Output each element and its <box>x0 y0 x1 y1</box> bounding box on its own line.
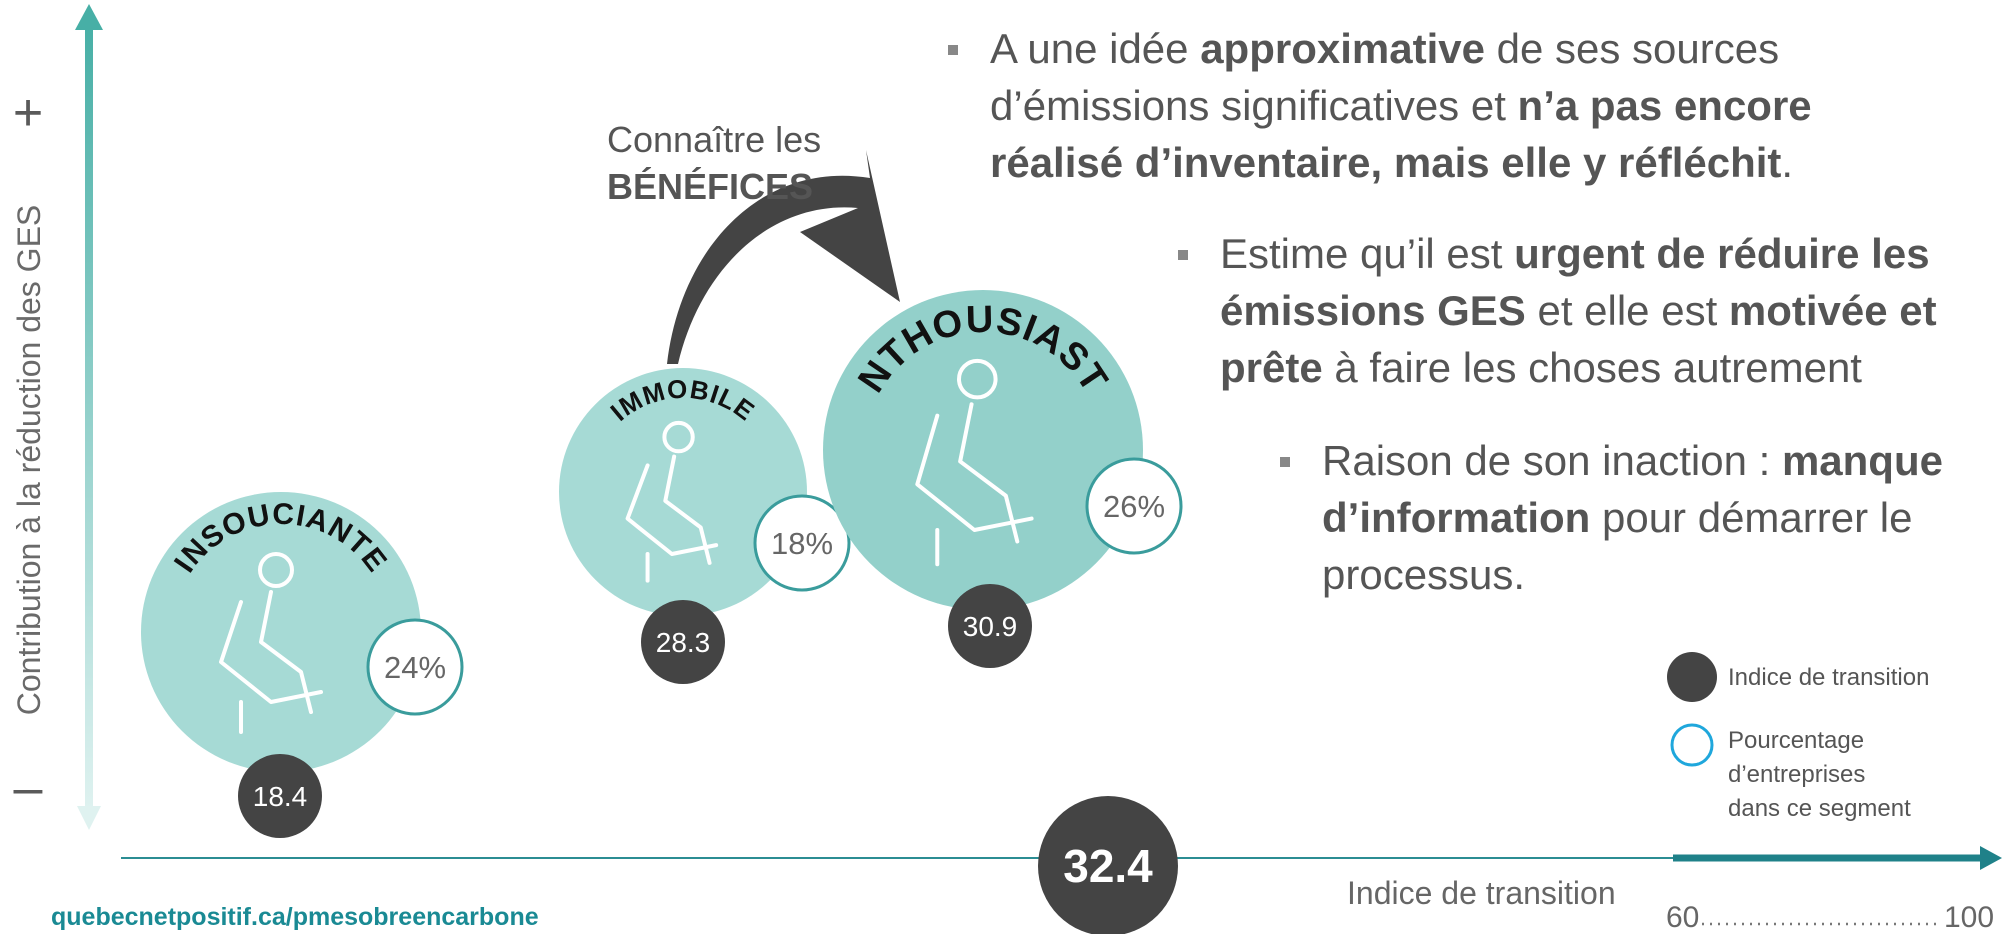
legend-percent-line: d’entreprises <box>1728 761 1865 788</box>
bullet-run: . <box>1781 139 1793 186</box>
segment-name: ENTHOUSIASTE <box>0 0 1116 400</box>
bullet-run: urgent de réduire les <box>1514 230 1929 277</box>
person-icon <box>625 454 719 583</box>
person-icon <box>915 402 1034 567</box>
bullet-run: d’information <box>1322 494 1590 541</box>
bullet-run: réalisé d’inventaire, mais elle y réfléc… <box>990 139 1781 186</box>
bullet-run: et elle est <box>1526 287 1729 334</box>
y-arrow-top <box>75 4 103 30</box>
bullet-run: à faire les choses autrement <box>1323 344 1863 391</box>
bullet-run: pour démarrer le <box>1590 494 1912 541</box>
bullet-run: Raison de son inaction : <box>1322 437 1782 484</box>
segment-name-path: ENTHOUSIASTE <box>0 0 1115 400</box>
index-label: 18.4 <box>253 781 308 812</box>
bullet-run: manque <box>1782 437 1943 484</box>
arrow-label-2: BÉNÉFICES <box>607 166 813 207</box>
x-axis-label: Indice de transition <box>1347 875 1616 911</box>
bullet-run: de ses sources <box>1485 25 1779 72</box>
bullet-marker <box>1178 250 1188 260</box>
bullet-run: A une idée <box>990 25 1200 72</box>
legend-percent-swatch <box>1670 723 1714 767</box>
y-arrow-bottom <box>77 806 101 830</box>
bullet-run: n’a pas encore <box>1518 82 1812 129</box>
benefit-arrow <box>667 150 900 364</box>
legend-index-swatch <box>1667 652 1717 702</box>
y-axis <box>85 22 93 812</box>
bullet-line: prête à faire les choses autrement <box>1220 344 1862 391</box>
bullet-line: d’information pour démarrer le <box>1322 494 1912 541</box>
y-minus: – <box>14 759 43 817</box>
bullet-marker <box>948 45 958 55</box>
person-head <box>258 552 294 588</box>
segment-circle <box>823 290 1143 610</box>
segment-circle <box>141 492 421 772</box>
percent-circle <box>753 494 851 592</box>
bullet-run: approximative <box>1200 25 1485 72</box>
percent-label: 26% <box>1103 489 1165 524</box>
index-circle <box>641 600 725 684</box>
bullet-line: Estime qu’il est urgent de réduire les <box>1220 230 1930 277</box>
bullet-line: d’émissions significatives et n’a pas en… <box>990 82 1812 129</box>
legend-percent-line: Pourcentage <box>1728 727 1864 754</box>
person-icon <box>219 590 323 734</box>
x-min: 60 <box>1666 901 1699 934</box>
percent-circle <box>366 618 464 716</box>
bullet-line: émissions GES et elle est motivée et <box>1220 287 1937 334</box>
segment-circle <box>559 368 807 616</box>
arrow-label-1: Connaître les <box>607 119 821 160</box>
bullet-run: prête <box>1220 344 1323 391</box>
bullet-run: d’émissions significatives et <box>990 82 1518 129</box>
bullet-line: Raison de son inaction : manque <box>1322 437 1943 484</box>
index-circle <box>238 754 322 838</box>
percent-label: 24% <box>384 650 446 685</box>
bullet-marker <box>1280 457 1290 467</box>
person-head <box>957 358 998 400</box>
percent-circle <box>1085 457 1183 555</box>
bullet-run: processus. <box>1322 551 1525 598</box>
bullet-run: motivée et <box>1729 287 1937 334</box>
x-max: 100 <box>1944 901 1994 934</box>
bullet-run: émissions GES <box>1220 287 1526 334</box>
url: quebecnetpositif.ca/pmesobreencarbone <box>51 903 539 931</box>
percent-label: 18% <box>771 526 833 561</box>
person-head <box>662 420 695 454</box>
bullet-run: Estime qu’il est <box>1220 230 1514 277</box>
index-label: 30.9 <box>963 611 1018 642</box>
bullet-line: réalisé d’inventaire, mais elle y réfléc… <box>990 139 1793 186</box>
bullet-line: processus. <box>1322 551 1525 598</box>
y-plus: + <box>13 84 43 142</box>
bullet-line: A une idée approximative de ses sources <box>990 25 1779 72</box>
index-label: 28.3 <box>656 627 711 658</box>
average-circle <box>1038 796 1178 936</box>
average-value: 32.4 <box>1063 840 1153 892</box>
x-arrow <box>1980 846 2002 870</box>
legend-percent-line: dans ce segment <box>1728 795 1911 822</box>
y-axis-label: Contribution à la réduction des GES <box>11 205 47 716</box>
index-circle <box>948 584 1032 668</box>
legend-index: Indice de transition <box>1728 664 1929 691</box>
